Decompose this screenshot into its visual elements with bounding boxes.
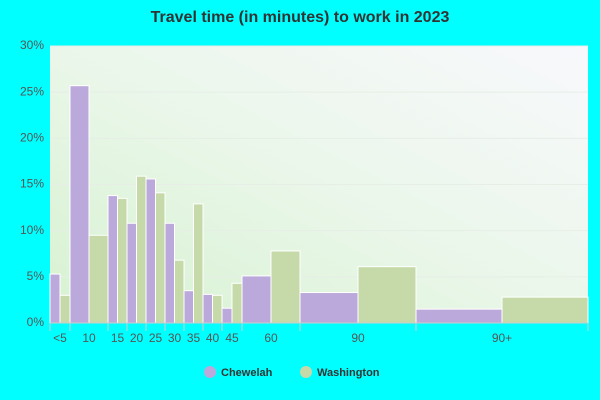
bar [202,293,213,324]
bar [231,282,243,324]
bar [270,250,301,324]
x-tick-label: <5 [53,331,67,345]
bar [117,197,128,324]
x-tick-label: 10 [82,331,96,345]
bar [174,259,185,324]
bar [136,175,147,324]
bar [155,192,166,324]
bar [193,203,204,324]
chart-title: Travel time (in minutes) to work in 2023 [151,9,450,26]
bar [145,178,156,324]
x-tick-label: 20 [130,331,144,345]
bar [49,273,61,324]
bar [107,195,118,324]
y-tick-label: 10% [20,223,44,237]
x-tick-label: 90+ [492,331,512,345]
y-tick-label: 5% [27,269,45,283]
x-tick-label: 45 [225,331,239,345]
x-tick-label: 35 [187,331,201,345]
bar [241,275,272,324]
legend-swatch [300,366,312,378]
bar [183,290,194,324]
legend-label: Chewelah [221,367,273,379]
y-tick-label: 20% [20,131,44,145]
x-tick-label: 90 [351,331,365,345]
bar [88,234,109,324]
legend-label: Washington [317,367,380,379]
x-tick-label: 30 [168,331,182,345]
bar [357,266,417,324]
y-tick-label: 30% [20,38,44,52]
x-tick-label: 40 [206,331,220,345]
bar [415,308,503,324]
y-tick-label: 25% [20,84,44,98]
x-tick-label: 60 [264,331,278,345]
x-tick-label: 15 [111,331,125,345]
bar [69,85,90,324]
y-tick-label: 0% [27,315,45,329]
legend-swatch [204,366,216,378]
y-tick-label: 15% [20,177,44,191]
bar [299,292,359,324]
bar [212,294,223,324]
x-tick-label: 25 [149,331,163,345]
bar [221,307,233,324]
bar [501,296,589,324]
bar [164,222,175,324]
bar [126,222,137,324]
bar [59,294,71,324]
